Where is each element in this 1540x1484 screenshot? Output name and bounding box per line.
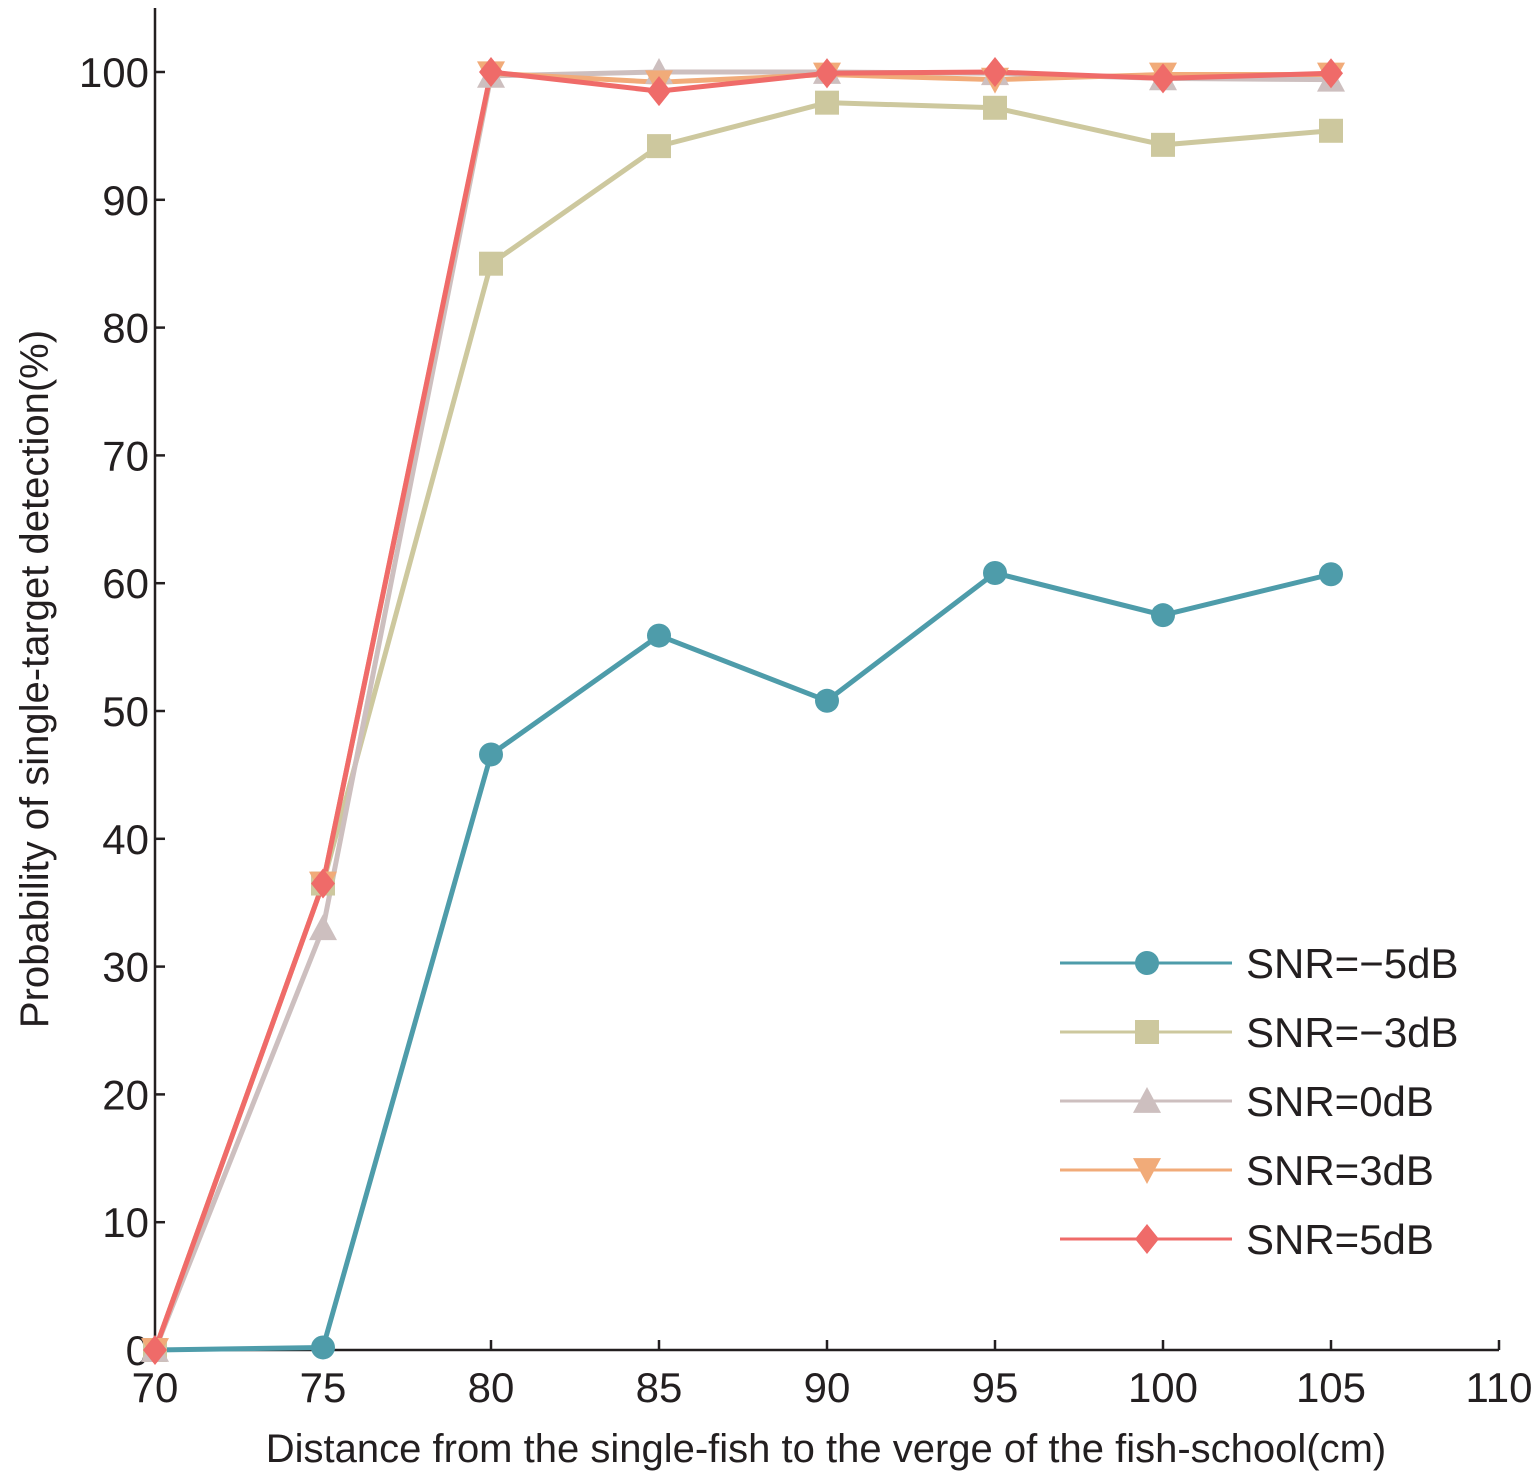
y-tick-label: 40 — [102, 816, 149, 863]
data-point — [143, 1335, 167, 1365]
x-ticks: 70 75 80 85 90 95 100 105 110 — [132, 1340, 1533, 1411]
data-point — [647, 134, 671, 159]
y-tick-label: 90 — [102, 177, 149, 224]
data-point — [311, 868, 335, 899]
legend-item: SNR=0dB — [1060, 1078, 1434, 1125]
data-point — [479, 742, 503, 767]
legend-label: SNR=0dB — [1246, 1078, 1434, 1125]
data-point — [1319, 118, 1343, 143]
data-point — [983, 57, 1007, 87]
x-axis-title: Distance from the single-fish to the ver… — [266, 1427, 1386, 1471]
series-line-4 — [152, 69, 1332, 1351]
y-tick-label: 60 — [102, 560, 149, 607]
legend: SNR=−5dB SNR=−3dB SNR=0dB SNR=3dB SNR=5dB — [1060, 940, 1458, 1263]
y-tick-label: 30 — [102, 944, 149, 991]
data-point — [815, 58, 839, 89]
x-tick-label: 70 — [132, 1364, 179, 1411]
series-markers — [141, 57, 1345, 1365]
legend-label: SNR=−3dB — [1246, 1009, 1458, 1056]
data-point — [815, 90, 839, 115]
y-axis-title: Probability of single-target detection(%… — [13, 330, 57, 1028]
x-tick-label: 105 — [1296, 1364, 1366, 1411]
y-tick-label: 80 — [102, 305, 149, 352]
data-point — [647, 623, 671, 648]
series-points-2 — [141, 58, 1345, 1362]
x-tick-label: 100 — [1128, 1364, 1198, 1411]
y-tick-label: 20 — [102, 1071, 149, 1118]
legend-marker — [1135, 951, 1159, 975]
x-tick-label: 95 — [972, 1364, 1019, 1411]
legend-marker — [1133, 1158, 1161, 1184]
legend-marker — [1135, 1224, 1159, 1254]
data-point — [309, 914, 337, 941]
legend-item: SNR=−3dB — [1060, 1009, 1458, 1056]
data-point — [1151, 132, 1175, 157]
legend-marker — [1133, 1087, 1161, 1113]
y-tick-label: 10 — [102, 1199, 149, 1246]
y-tick-label: 100 — [79, 49, 149, 96]
legend-label: SNR=5dB — [1246, 1216, 1434, 1263]
data-point — [1319, 562, 1343, 587]
x-tick-label: 80 — [468, 1364, 515, 1411]
legend-item: SNR=−5dB — [1060, 940, 1458, 987]
legend-item: SNR=5dB — [1060, 1216, 1434, 1263]
x-tick-label: 75 — [300, 1364, 347, 1411]
data-point — [311, 1335, 335, 1360]
data-point — [647, 76, 671, 107]
data-point — [479, 251, 503, 276]
data-point — [1151, 603, 1175, 628]
data-point — [983, 560, 1007, 585]
x-tick-label: 110 — [1466, 1364, 1533, 1411]
legend-label: SNR=−5dB — [1246, 940, 1458, 987]
x-tick-label: 85 — [636, 1364, 683, 1411]
series-line-0 — [154, 570, 1332, 1353]
data-point — [1319, 58, 1343, 89]
data-point — [1151, 63, 1175, 94]
series-points-4 — [143, 57, 1343, 1365]
legend-label: SNR=3dB — [1246, 1147, 1434, 1194]
series-lines — [152, 69, 1332, 1353]
y-tick-label: 70 — [102, 432, 149, 479]
legend-marker — [1135, 1020, 1159, 1044]
series-points-0 — [143, 560, 1343, 1362]
y-tick-label: 50 — [102, 688, 149, 735]
legend-item: SNR=3dB — [1060, 1147, 1434, 1194]
data-point — [983, 95, 1007, 120]
data-point — [815, 688, 839, 713]
x-tick-label: 90 — [804, 1364, 851, 1411]
data-point — [479, 57, 503, 87]
